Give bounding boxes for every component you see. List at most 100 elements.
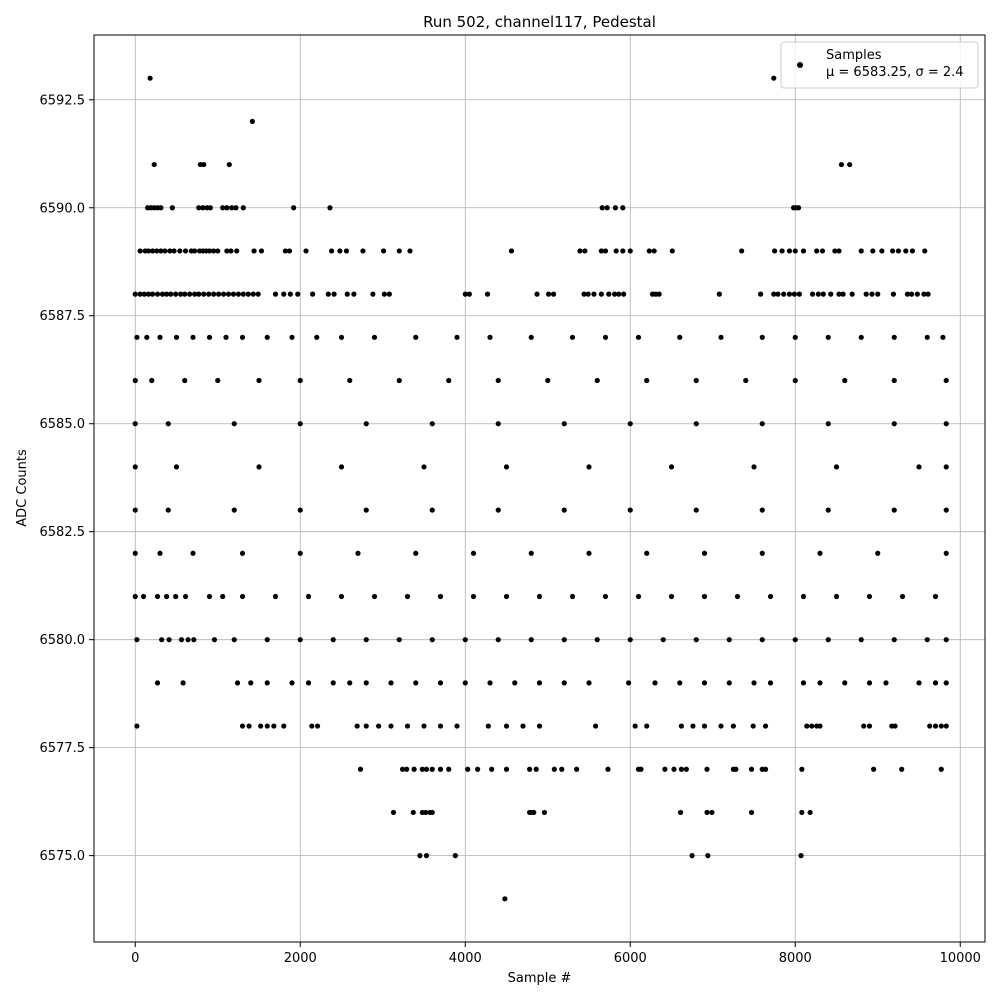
data-point	[165, 507, 171, 513]
x-tick-label: 4000	[449, 951, 482, 966]
data-point	[938, 766, 944, 772]
data-point	[145, 291, 152, 297]
data-point	[404, 593, 411, 600]
data-point	[779, 248, 785, 254]
data-point	[224, 205, 230, 211]
data-point	[660, 637, 666, 643]
data-point	[149, 248, 156, 254]
data-point	[310, 291, 316, 297]
data-point	[792, 248, 798, 254]
data-point	[838, 161, 845, 168]
data-point	[417, 853, 423, 859]
data-point	[462, 680, 468, 686]
data-point	[159, 637, 165, 643]
data-point	[825, 507, 831, 513]
data-point	[921, 291, 927, 297]
data-point	[371, 334, 378, 340]
data-point	[386, 291, 392, 297]
data-point	[586, 550, 592, 556]
data-point	[767, 593, 774, 600]
data-point	[536, 680, 543, 686]
data-point	[922, 248, 928, 254]
data-point	[149, 291, 156, 297]
data-point	[825, 421, 831, 427]
data-point	[337, 248, 343, 254]
data-point	[705, 853, 711, 859]
data-point	[716, 291, 722, 297]
data-point	[943, 637, 949, 643]
data-point	[726, 637, 732, 643]
data-point	[206, 248, 213, 254]
x-tick-label: 6000	[614, 951, 647, 966]
data-point	[137, 291, 143, 297]
data-point	[169, 205, 175, 211]
data-point	[410, 809, 416, 816]
data-point	[559, 766, 565, 772]
data-point	[289, 680, 295, 686]
data-point	[196, 205, 202, 211]
data-point	[470, 550, 477, 556]
data-point	[137, 248, 143, 254]
data-point	[190, 550, 196, 556]
data-point	[817, 550, 823, 556]
data-point	[487, 334, 493, 340]
data-point	[693, 507, 699, 513]
data-point	[264, 723, 270, 729]
data-point	[842, 377, 848, 384]
data-point	[591, 291, 597, 297]
data-point	[541, 809, 548, 816]
data-point	[429, 766, 435, 772]
data-point	[399, 766, 406, 772]
data-point	[487, 680, 493, 686]
data-point	[638, 766, 644, 772]
data-point	[289, 334, 295, 340]
data-point	[314, 723, 321, 729]
data-point	[256, 377, 262, 384]
data-point	[305, 680, 312, 686]
data-point	[182, 593, 189, 600]
data-point	[733, 766, 739, 772]
data-point	[611, 291, 618, 297]
data-point	[817, 723, 823, 729]
data-point	[344, 291, 350, 297]
data-point	[149, 377, 155, 384]
data-point	[602, 248, 609, 254]
data-point	[895, 248, 901, 254]
data-point	[354, 723, 360, 729]
data-point	[662, 766, 668, 772]
data-point	[291, 205, 297, 211]
data-point	[462, 291, 468, 297]
data-point	[231, 421, 237, 427]
data-point	[347, 680, 353, 686]
data-point	[157, 550, 163, 556]
data-point	[338, 334, 345, 340]
data-point	[351, 291, 357, 297]
data-point	[932, 680, 939, 686]
data-point	[390, 809, 397, 816]
data-point	[748, 766, 755, 772]
data-point	[758, 291, 764, 297]
data-point	[132, 291, 138, 297]
data-point	[303, 248, 309, 254]
data-point	[281, 723, 287, 729]
data-point	[164, 291, 170, 297]
data-point	[388, 723, 394, 729]
data-point	[792, 334, 798, 340]
data-point	[240, 205, 246, 211]
data-point	[833, 464, 840, 470]
data-point	[938, 723, 944, 729]
data-point	[421, 723, 427, 729]
data-point	[215, 248, 221, 254]
data-point	[858, 637, 864, 643]
data-point	[166, 637, 172, 643]
data-point	[228, 248, 234, 254]
data-point	[520, 723, 526, 729]
data-point	[689, 853, 695, 859]
data-point	[173, 291, 179, 297]
data-point	[489, 766, 495, 772]
data-point	[858, 334, 864, 340]
data-point	[286, 248, 293, 254]
data-point	[282, 248, 288, 254]
data-point	[502, 896, 508, 902]
data-point	[561, 637, 567, 643]
